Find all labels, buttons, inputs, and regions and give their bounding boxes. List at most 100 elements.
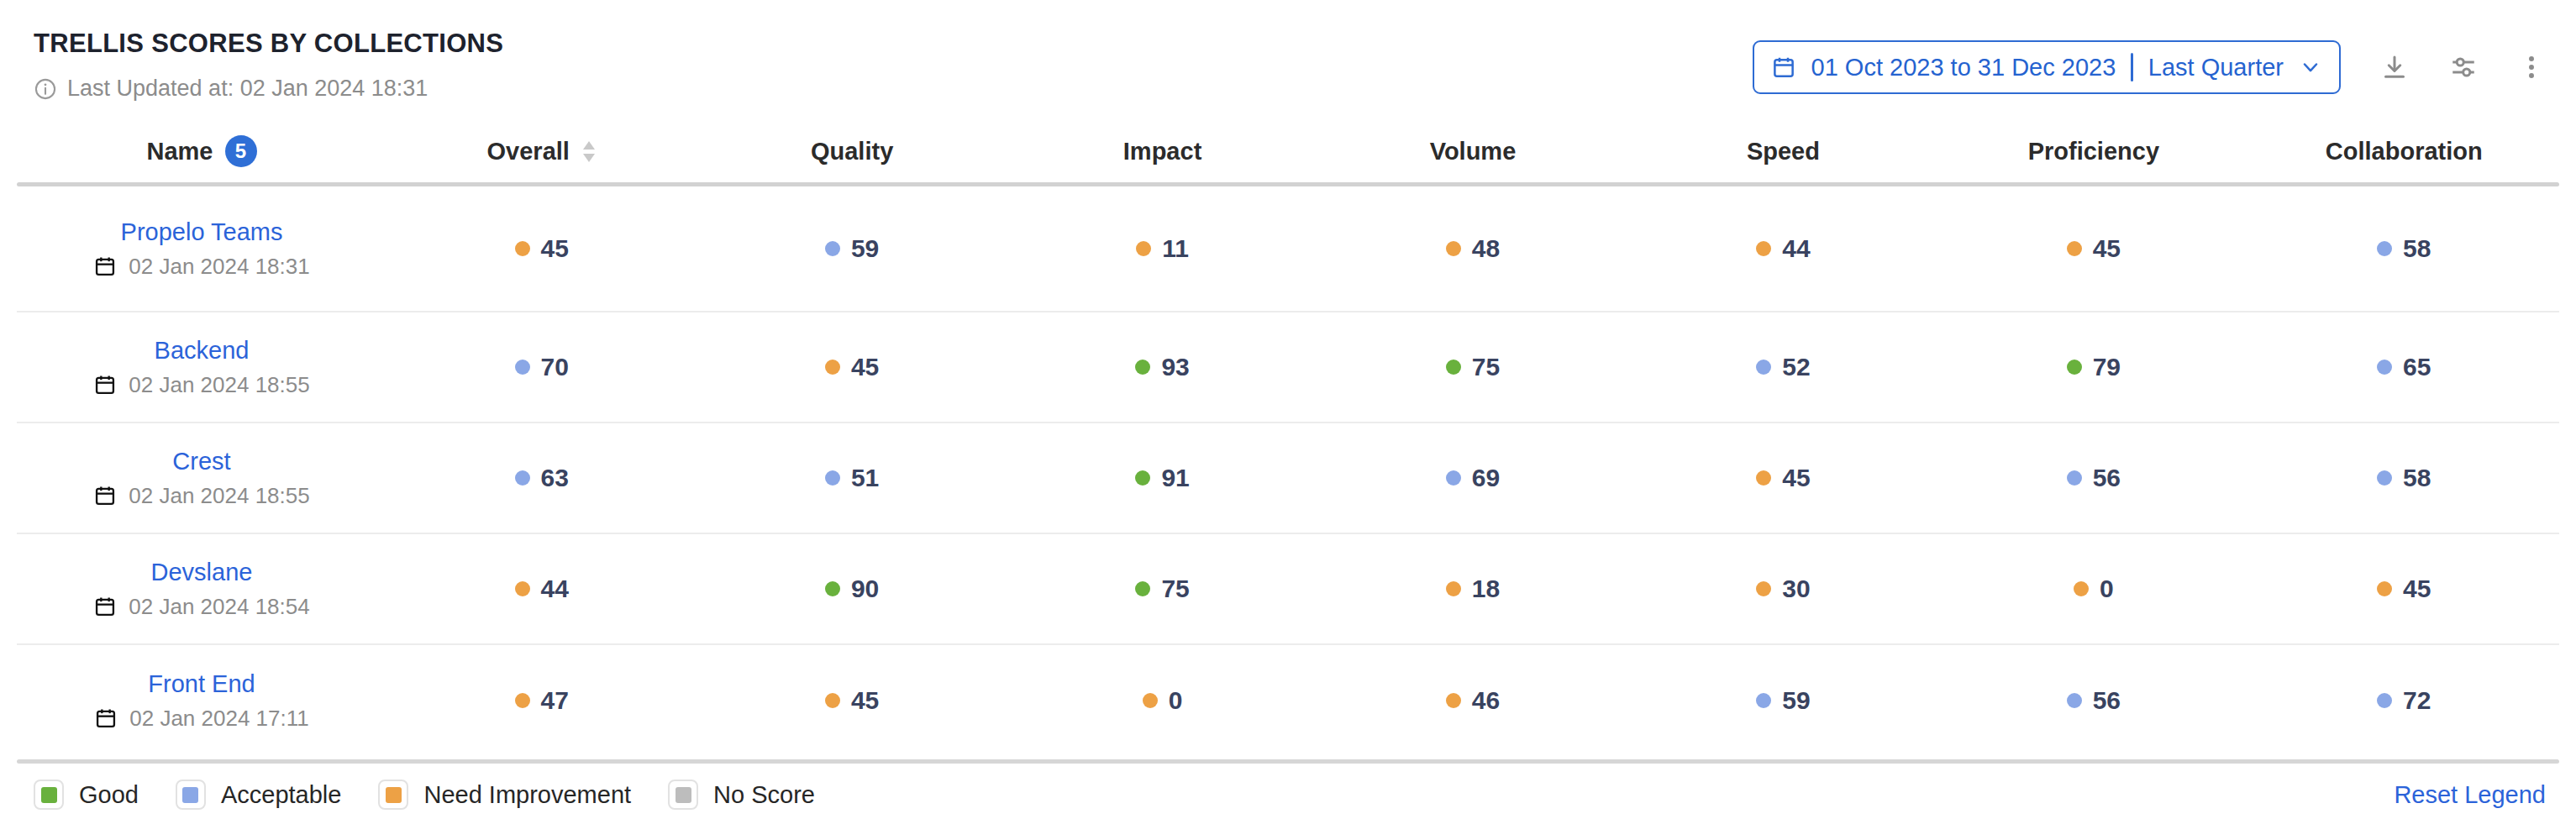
score-value: 44 [1782, 234, 1810, 263]
table-body: Propelo Teams 02 Jan 2024 18:31 45 59 11… [17, 186, 2559, 756]
sort-icon[interactable] [581, 140, 597, 163]
column-header-collaboration: Collaboration [2249, 138, 2559, 165]
legend-item[interactable]: Good [34, 780, 139, 810]
score-cell-volume: 18 [1317, 575, 1627, 603]
legend-label: Good [79, 781, 139, 809]
calendar-icon [93, 255, 117, 278]
score-dot [2377, 581, 2392, 596]
score-cell-impact: 75 [1007, 575, 1317, 603]
timestamp-text: 02 Jan 2024 18:55 [129, 372, 309, 398]
download-button[interactable] [2379, 52, 2410, 82]
table-row: Backend 02 Jan 2024 18:55 70 45 93 75 52… [17, 312, 2559, 423]
column-header-overall[interactable]: Overall [386, 138, 697, 165]
legend-item[interactable]: No Score [668, 780, 815, 810]
score-cell-impact: 11 [1007, 234, 1317, 263]
score-cell-collaboration: 45 [2249, 575, 2559, 603]
collection-link[interactable]: Devslane [151, 559, 253, 586]
score-dot [1446, 470, 1461, 486]
legend-bar: Good Acceptable Need Improvement No Scor… [0, 767, 2576, 822]
legend-label: Need Improvement [423, 781, 631, 809]
table-row: Front End 02 Jan 2024 17:11 47 45 0 46 5… [17, 645, 2559, 756]
score-value: 0 [2100, 575, 2114, 603]
score-dot [1136, 241, 1151, 256]
legend-swatch [176, 780, 206, 810]
score-value: 48 [1472, 234, 1500, 263]
score-dot [825, 241, 840, 256]
score-value: 47 [541, 686, 569, 715]
score-value: 59 [1782, 686, 1810, 715]
kebab-menu-button[interactable] [2517, 53, 2546, 81]
score-dot [2377, 360, 2392, 375]
score-cell-volume: 46 [1317, 686, 1627, 715]
widget-header: TRELLIS SCORES BY COLLECTIONS Last Updat… [0, 0, 2576, 102]
legend-swatch-color [386, 787, 402, 803]
score-dot [2377, 693, 2392, 708]
name-cell: Front End 02 Jan 2024 17:11 [17, 670, 386, 732]
score-dot [1135, 360, 1150, 375]
column-header-name: Name 5 [17, 135, 386, 167]
score-value: 75 [1472, 353, 1500, 381]
date-range-button[interactable]: 01 Oct 2023 to 31 Dec 2023 Last Quarter [1753, 40, 2341, 94]
score-dot [1135, 581, 1150, 596]
score-value: 58 [2403, 464, 2431, 492]
score-value: 65 [2403, 353, 2431, 381]
sliders-icon [2448, 52, 2479, 82]
score-dot [515, 470, 530, 486]
score-value: 93 [1161, 353, 1189, 381]
score-cell-speed: 30 [1628, 575, 1938, 603]
score-cell-proficiency: 56 [1938, 686, 2248, 715]
calendar-icon [93, 373, 117, 396]
score-cell-collaboration: 58 [2249, 464, 2559, 492]
score-dot [825, 360, 840, 375]
score-value: 51 [851, 464, 879, 492]
score-cell-volume: 48 [1317, 234, 1627, 263]
legend-swatch [34, 780, 64, 810]
score-value: 45 [2403, 575, 2431, 603]
collection-link[interactable]: Front End [148, 670, 255, 698]
score-dot [1135, 470, 1150, 486]
row-timestamp: 02 Jan 2024 18:55 [93, 483, 309, 509]
collection-link[interactable]: Backend [155, 337, 250, 365]
score-value: 75 [1161, 575, 1189, 603]
settings-button[interactable] [2448, 52, 2479, 82]
row-timestamp: 02 Jan 2024 18:31 [93, 254, 309, 280]
score-value: 79 [2093, 353, 2121, 381]
scores-table: Name 5 Overall Quality Impact Volume Spe… [17, 120, 2559, 756]
table-row: Devslane 02 Jan 2024 18:54 44 90 75 18 3… [17, 534, 2559, 645]
score-cell-impact: 91 [1007, 464, 1317, 492]
score-dot [2067, 693, 2082, 708]
date-separator [2131, 53, 2133, 81]
collection-link[interactable]: Propelo Teams [121, 218, 283, 246]
score-dot [825, 581, 840, 596]
score-cell-impact: 93 [1007, 353, 1317, 381]
legend-item[interactable]: Acceptable [176, 780, 342, 810]
score-cell-speed: 52 [1628, 353, 1938, 381]
calendar-icon [94, 706, 118, 730]
score-value: 63 [541, 464, 569, 492]
score-cell-overall: 47 [386, 686, 697, 715]
toolbar: 01 Oct 2023 to 31 Dec 2023 Last Quarter [1753, 40, 2546, 94]
calendar-icon [1771, 55, 1796, 80]
info-icon[interactable] [34, 77, 57, 101]
score-value: 56 [2093, 464, 2121, 492]
score-dot [515, 360, 530, 375]
score-value: 45 [2093, 234, 2121, 263]
score-value: 58 [2403, 234, 2431, 263]
score-value: 69 [1472, 464, 1500, 492]
reset-legend-link[interactable]: Reset Legend [2394, 781, 2546, 809]
table-row: Crest 02 Jan 2024 18:55 63 51 91 69 45 5… [17, 423, 2559, 534]
legend-swatch [378, 780, 408, 810]
score-cell-proficiency: 79 [1938, 353, 2248, 381]
kebab-icon [2517, 53, 2546, 81]
score-value: 45 [541, 234, 569, 263]
legend-item[interactable]: Need Improvement [378, 780, 631, 810]
score-dot [515, 693, 530, 708]
score-cell-quality: 59 [697, 234, 1007, 263]
download-icon [2379, 52, 2410, 82]
score-cell-speed: 44 [1628, 234, 1938, 263]
legend-label: No Score [713, 781, 815, 809]
score-value: 91 [1161, 464, 1189, 492]
collection-link[interactable]: Crest [172, 448, 230, 475]
date-preset-dropdown[interactable]: Last Quarter [2148, 54, 2284, 81]
table-row: Propelo Teams 02 Jan 2024 18:31 45 59 11… [17, 186, 2559, 312]
